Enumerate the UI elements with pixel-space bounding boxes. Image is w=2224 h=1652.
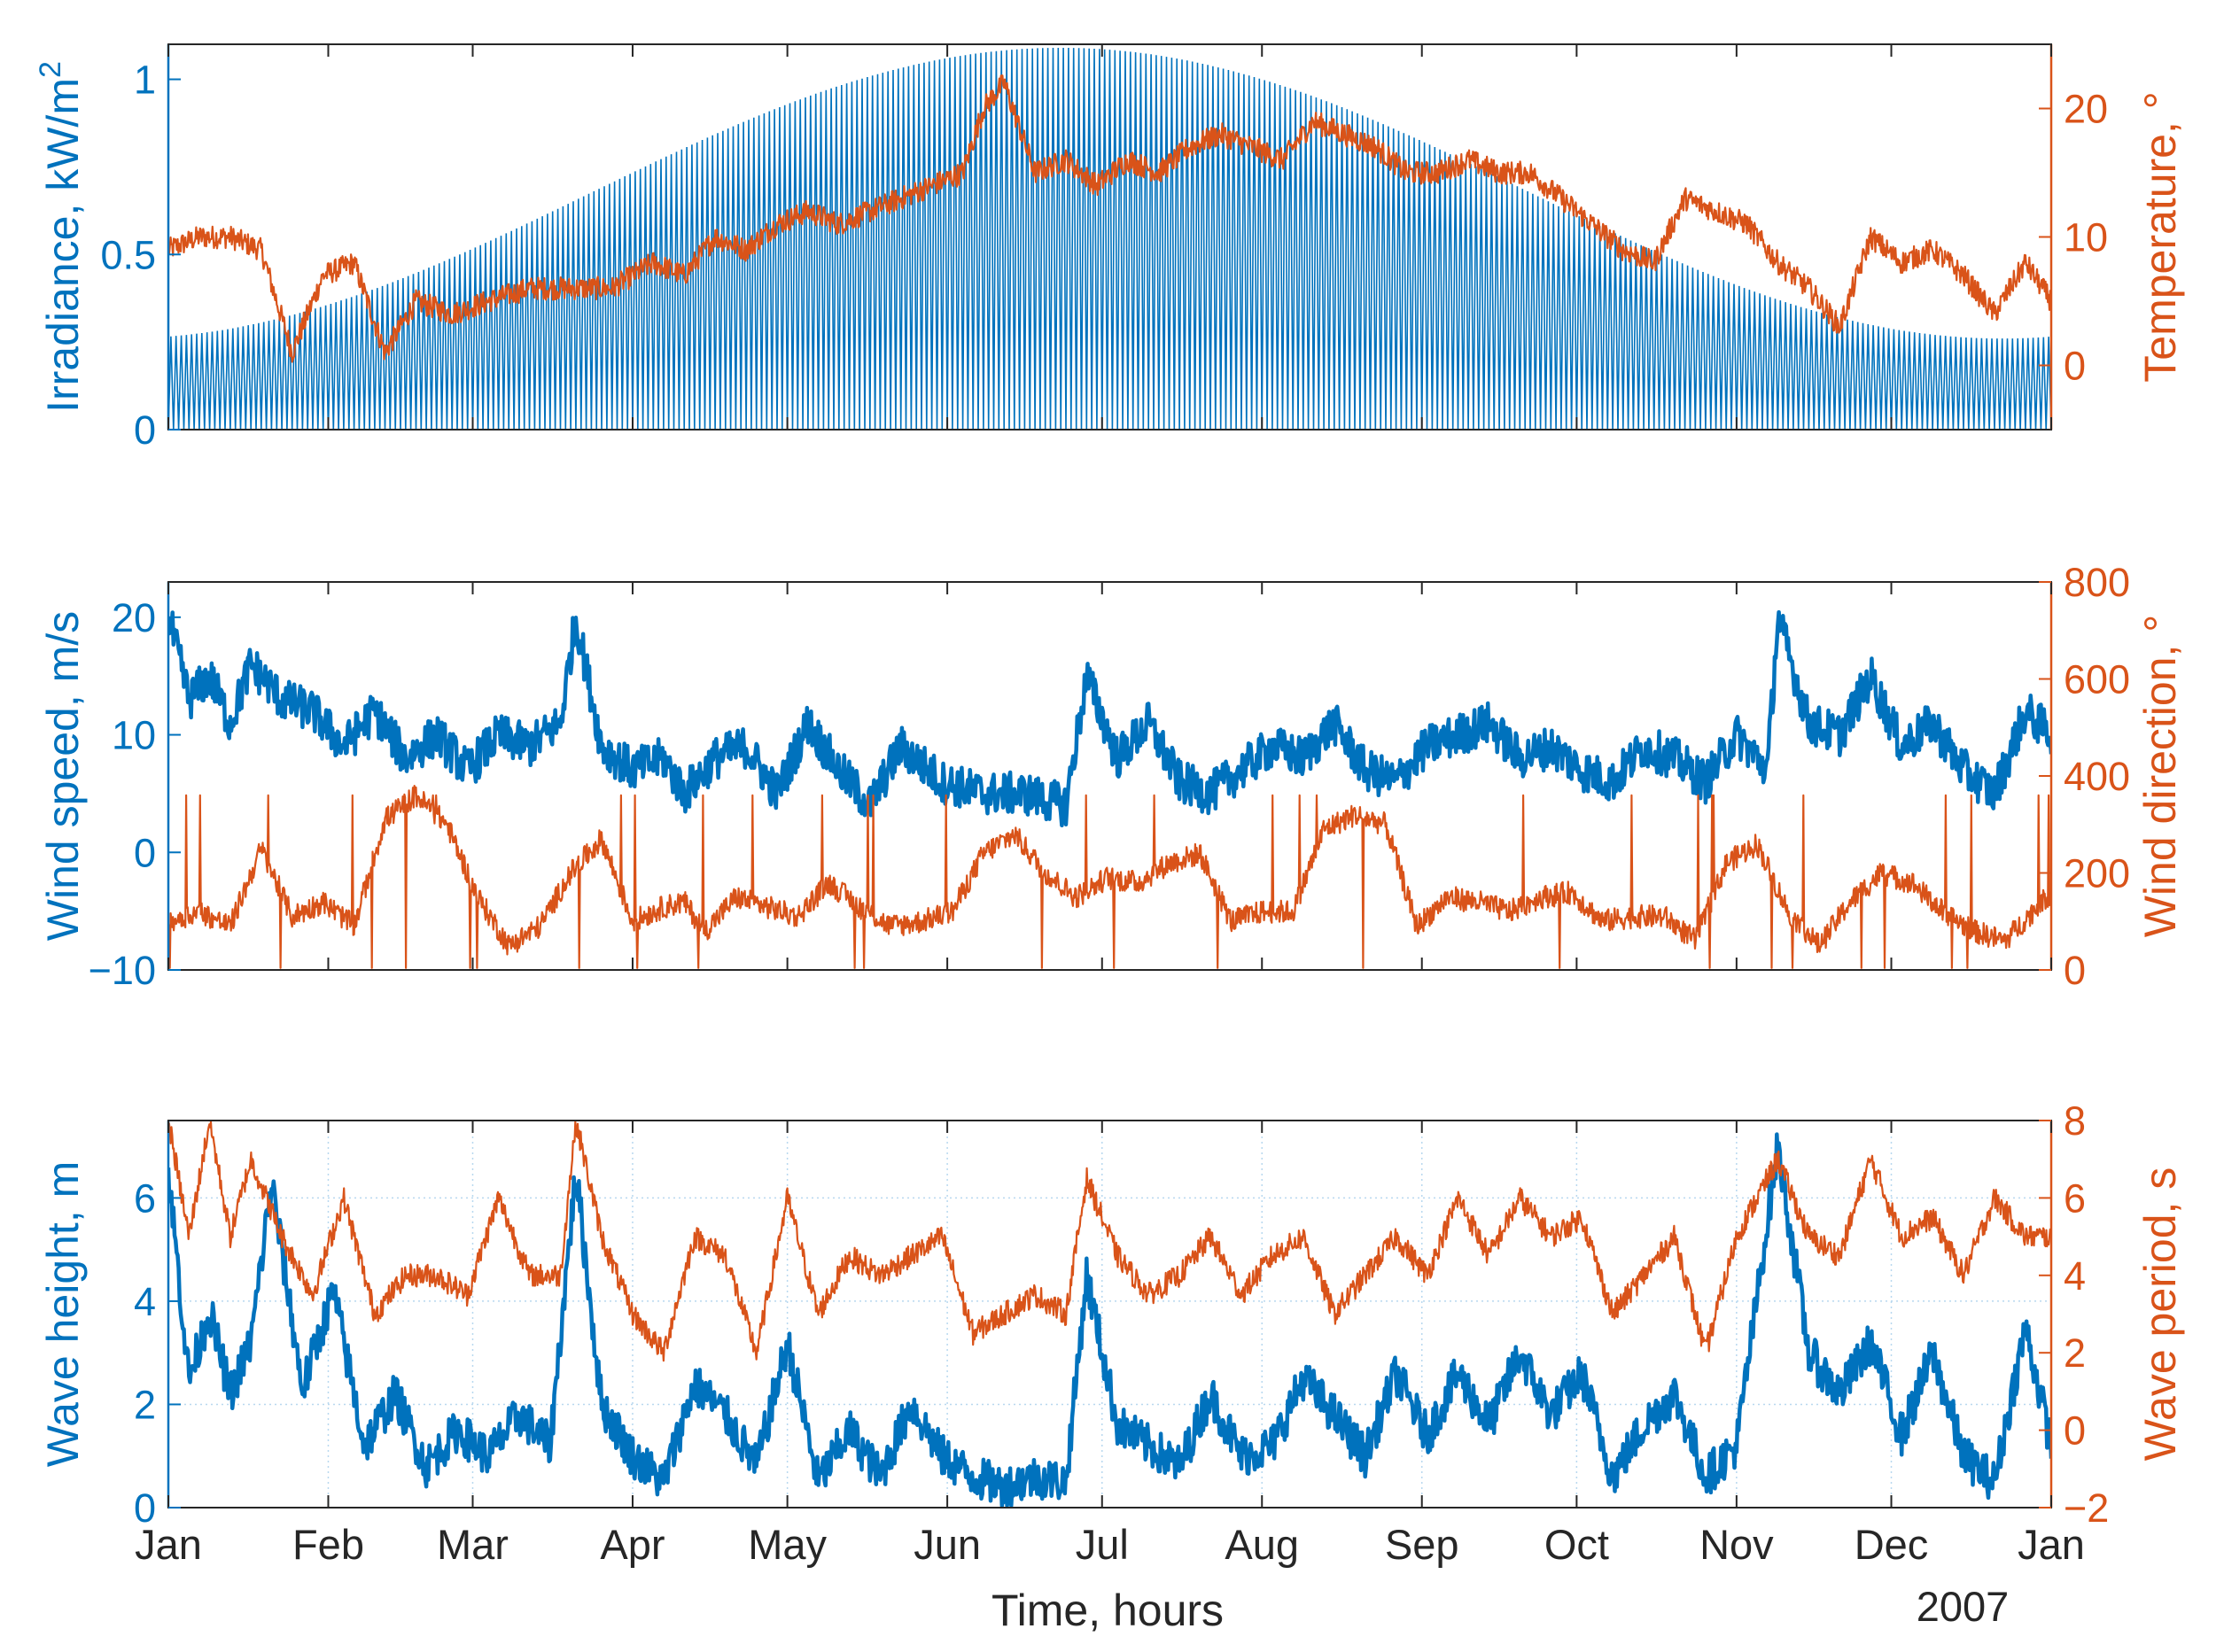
series-group bbox=[168, 609, 2051, 969]
x-tick-label: Jan bbox=[2018, 1521, 2085, 1568]
left-y-axis-label-superscript: 2 bbox=[34, 61, 67, 78]
wind-speed-series bbox=[168, 609, 2051, 828]
left-y-axis-label: Wind speed, m/s bbox=[38, 611, 88, 941]
left-y-tick-label: 0 bbox=[134, 830, 156, 875]
x-tick-label: Dec bbox=[1855, 1521, 1929, 1568]
right-y-tick-label: 10 bbox=[2064, 215, 2108, 260]
left-y-tick-label: 4 bbox=[134, 1279, 156, 1324]
year-label: 2007 bbox=[1917, 1583, 2010, 1630]
series-group bbox=[168, 1121, 2051, 1508]
left-y-axis-label-text: Wind speed, m/s bbox=[38, 611, 88, 941]
left-y-tick-label: 10 bbox=[112, 713, 156, 758]
right-y-tick-label: 2 bbox=[2064, 1330, 2086, 1376]
wave-period-series bbox=[168, 1121, 2051, 1362]
x-tick-label: May bbox=[748, 1521, 827, 1568]
right-y-tick-label: 800 bbox=[2064, 560, 2130, 605]
left-y-tick-label: 0 bbox=[134, 1485, 156, 1531]
left-y-tick-label: 0 bbox=[134, 407, 156, 453]
x-tick-label: Jan bbox=[135, 1521, 202, 1568]
wind-direction-series bbox=[168, 785, 2051, 969]
wave-height-series bbox=[168, 1132, 2051, 1508]
left-y-tick-label: −10 bbox=[89, 948, 156, 993]
x-tick-label: Aug bbox=[1225, 1521, 1299, 1568]
x-axis-label: Time, hours bbox=[991, 1586, 1224, 1635]
x-tick-label: Mar bbox=[437, 1521, 509, 1568]
x-tick-label: Jun bbox=[914, 1521, 981, 1568]
right-y-tick-label: 4 bbox=[2064, 1253, 2086, 1299]
right-y-tick-label: 400 bbox=[2064, 754, 2130, 799]
left-y-axis-label: Wave height, m bbox=[38, 1161, 88, 1468]
left-y-tick-label: 20 bbox=[112, 595, 156, 640]
series-group bbox=[168, 47, 2051, 430]
left-y-tick-label: 6 bbox=[134, 1175, 156, 1221]
right-y-tick-label: 200 bbox=[2064, 851, 2130, 896]
left-y-axis-label: Irradiance, kW/m2 bbox=[34, 61, 88, 413]
left-y-axis-label-text: Wave height, m bbox=[38, 1161, 88, 1468]
left-y-tick-label: 1 bbox=[134, 58, 156, 103]
wave-panel: Jan Feb Mar Apr May Jun Jul Aug Sep Oct Nov Dec Jan0… bbox=[38, 1098, 2185, 1568]
right-y-axis-label: Wave period, s bbox=[2135, 1167, 2185, 1462]
x-tick-label: Sep bbox=[1385, 1521, 1459, 1568]
right-y-tick-label: −2 bbox=[2064, 1485, 2109, 1531]
x-tick-label: Apr bbox=[600, 1521, 665, 1568]
right-y-tick-label: 0 bbox=[2064, 1408, 2086, 1454]
irradiance-series bbox=[168, 47, 2051, 430]
right-y-axis-label: Wind direction, ° bbox=[2135, 615, 2185, 938]
right-y-tick-label: 600 bbox=[2064, 657, 2130, 702]
left-y-axis-label-text: Irradiance, kW/m bbox=[38, 78, 88, 413]
temperature-series bbox=[168, 74, 2051, 363]
right-y-tick-label: 8 bbox=[2064, 1098, 2086, 1144]
left-y-tick-label: 2 bbox=[134, 1382, 156, 1427]
right-y-tick-label: 0 bbox=[2064, 948, 2086, 993]
x-tick-label: Nov bbox=[1699, 1521, 1774, 1568]
axes-box bbox=[167, 581, 2052, 971]
x-tick-label: Oct bbox=[1544, 1521, 1609, 1568]
x-tick-label: Feb bbox=[292, 1521, 364, 1568]
right-y-tick-label: 6 bbox=[2064, 1175, 2086, 1221]
left-y-tick-label: 0.5 bbox=[100, 232, 156, 277]
right-y-axis-label: Temperature, ° bbox=[2135, 91, 2185, 382]
x-tick-label: Jul bbox=[1076, 1521, 1129, 1568]
right-y-tick-label: 20 bbox=[2064, 87, 2108, 132]
right-y-tick-label: 0 bbox=[2064, 344, 2086, 389]
